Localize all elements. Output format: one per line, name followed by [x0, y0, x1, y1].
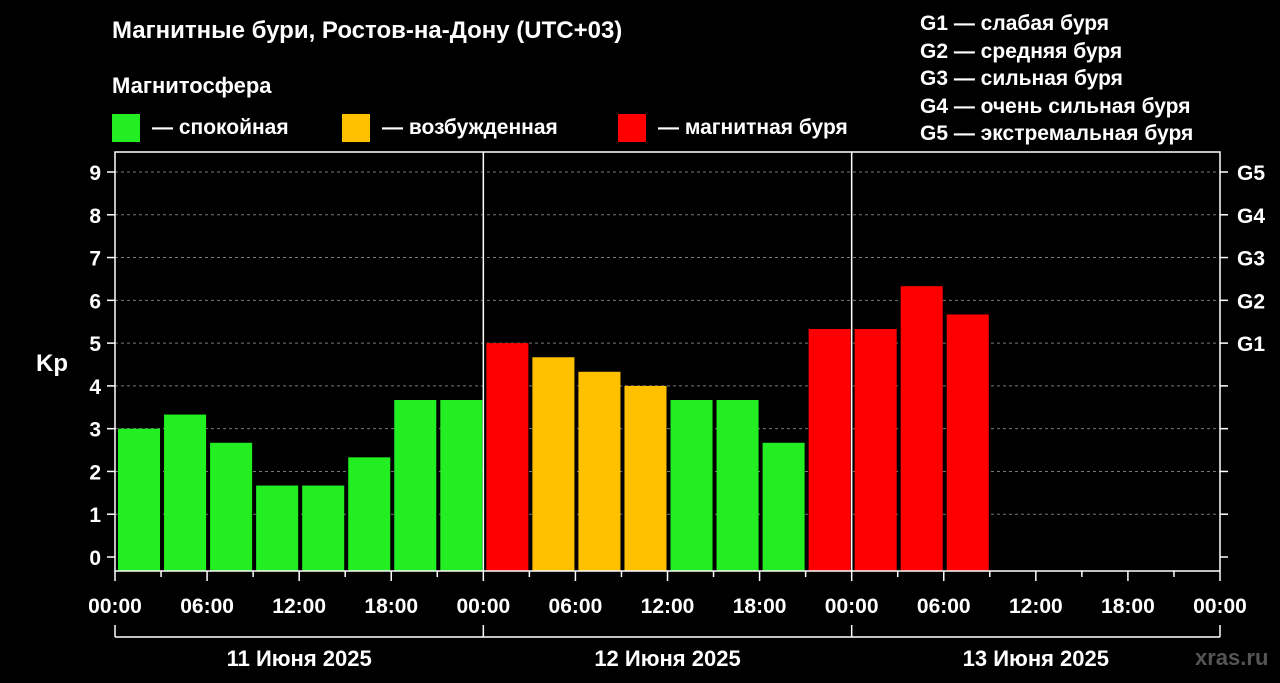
x-tick-label: 18:00: [733, 595, 787, 618]
x-tick-label: 18:00: [364, 595, 418, 618]
kp-bar: [670, 400, 713, 571]
kp-bar: [532, 357, 575, 571]
x-tick-label: 06:00: [917, 595, 971, 618]
x-tick-label: 12:00: [272, 595, 326, 618]
x-tick-label: 00:00: [456, 595, 510, 618]
kp-bar: [578, 371, 621, 571]
legend-swatch-active: [342, 114, 370, 142]
kp-bar: [440, 400, 483, 571]
y-tick-label: 4: [89, 376, 101, 399]
storm-scale-g1: G1 — слабая буря: [920, 12, 1110, 35]
storm-level-label: G3: [1237, 248, 1265, 271]
kp-bar: [808, 328, 851, 571]
kp-bar: [716, 400, 759, 571]
kp-bar: [348, 457, 391, 571]
x-tick-label: 12:00: [641, 595, 695, 618]
legend-label-storm: — магнитная буря: [658, 116, 848, 139]
kp-bar: [762, 442, 805, 571]
day-label: 11 Июня 2025: [227, 646, 372, 671]
legend-swatch-quiet: [112, 114, 140, 142]
storm-scale-g4: G4 — очень сильная буря: [920, 94, 1191, 118]
kp-bar: [946, 314, 989, 571]
day-label: 12 Июня 2025: [594, 646, 740, 671]
x-tick-label: 00:00: [88, 595, 142, 618]
storm-level-label: G2: [1237, 290, 1265, 313]
y-tick-label: 5: [89, 333, 101, 356]
kp-bar: [394, 400, 437, 571]
storm-level-label: G5: [1237, 162, 1265, 185]
x-tick-label: 12:00: [1009, 595, 1063, 618]
kp-bar: [210, 442, 253, 571]
kp-bar: [624, 385, 667, 571]
kp-bar: [164, 414, 207, 571]
y-tick-label: 1: [89, 504, 101, 527]
y-tick-label: 7: [89, 248, 101, 271]
x-tick-label: 18:00: [1101, 595, 1155, 618]
y-tick-label: 9: [89, 162, 101, 185]
storm-scale-g3: G3 — сильная буря: [920, 67, 1123, 90]
kp-bar: [854, 328, 897, 571]
x-tick-label: 00:00: [1193, 595, 1247, 618]
kp-bar: [900, 286, 943, 571]
y-tick-label: 8: [89, 205, 101, 228]
kp-bar: [118, 428, 161, 571]
legend-item-storm: — магнитная буря: [618, 114, 848, 142]
storm-scale-g5: G5 — экстремальная буря: [920, 122, 1194, 145]
storm-scale-legend: G1 — слабая буря G2 — средняя буря G3 — …: [920, 10, 1193, 148]
y-tick-label: 3: [89, 419, 101, 442]
chart-title: Магнитные бури, Ростов-на-Дону (UTC+03): [112, 17, 623, 44]
storm-scale-g2: G2 — средняя буря: [920, 39, 1123, 63]
legend-item-quiet: — спокойная: [112, 114, 289, 142]
legend-label-quiet: — спокойная: [152, 116, 289, 139]
y-tick-label: 2: [89, 461, 101, 484]
y-tick-label: 6: [89, 290, 101, 313]
kp-bar: [486, 343, 529, 571]
kp-bar: [256, 485, 299, 571]
legend-label-active: — возбужденная: [382, 116, 558, 139]
legend-swatch-storm: [618, 114, 646, 142]
y-axis-label: Kp: [36, 350, 68, 377]
y-tick-label: 0: [89, 547, 101, 570]
legend-item-active: — возбужденная: [342, 114, 558, 142]
day-label: 13 Июня 2025: [963, 646, 1109, 671]
storm-level-label: G4: [1237, 205, 1265, 228]
storm-level-label: G1: [1237, 333, 1265, 356]
legend-title: Магнитосфера: [112, 73, 272, 98]
x-tick-label: 00:00: [825, 595, 879, 618]
watermark: xras.ru: [1195, 645, 1269, 670]
kp-bar: [302, 485, 345, 571]
x-tick-label: 06:00: [180, 595, 234, 618]
x-tick-label: 06:00: [549, 595, 603, 618]
